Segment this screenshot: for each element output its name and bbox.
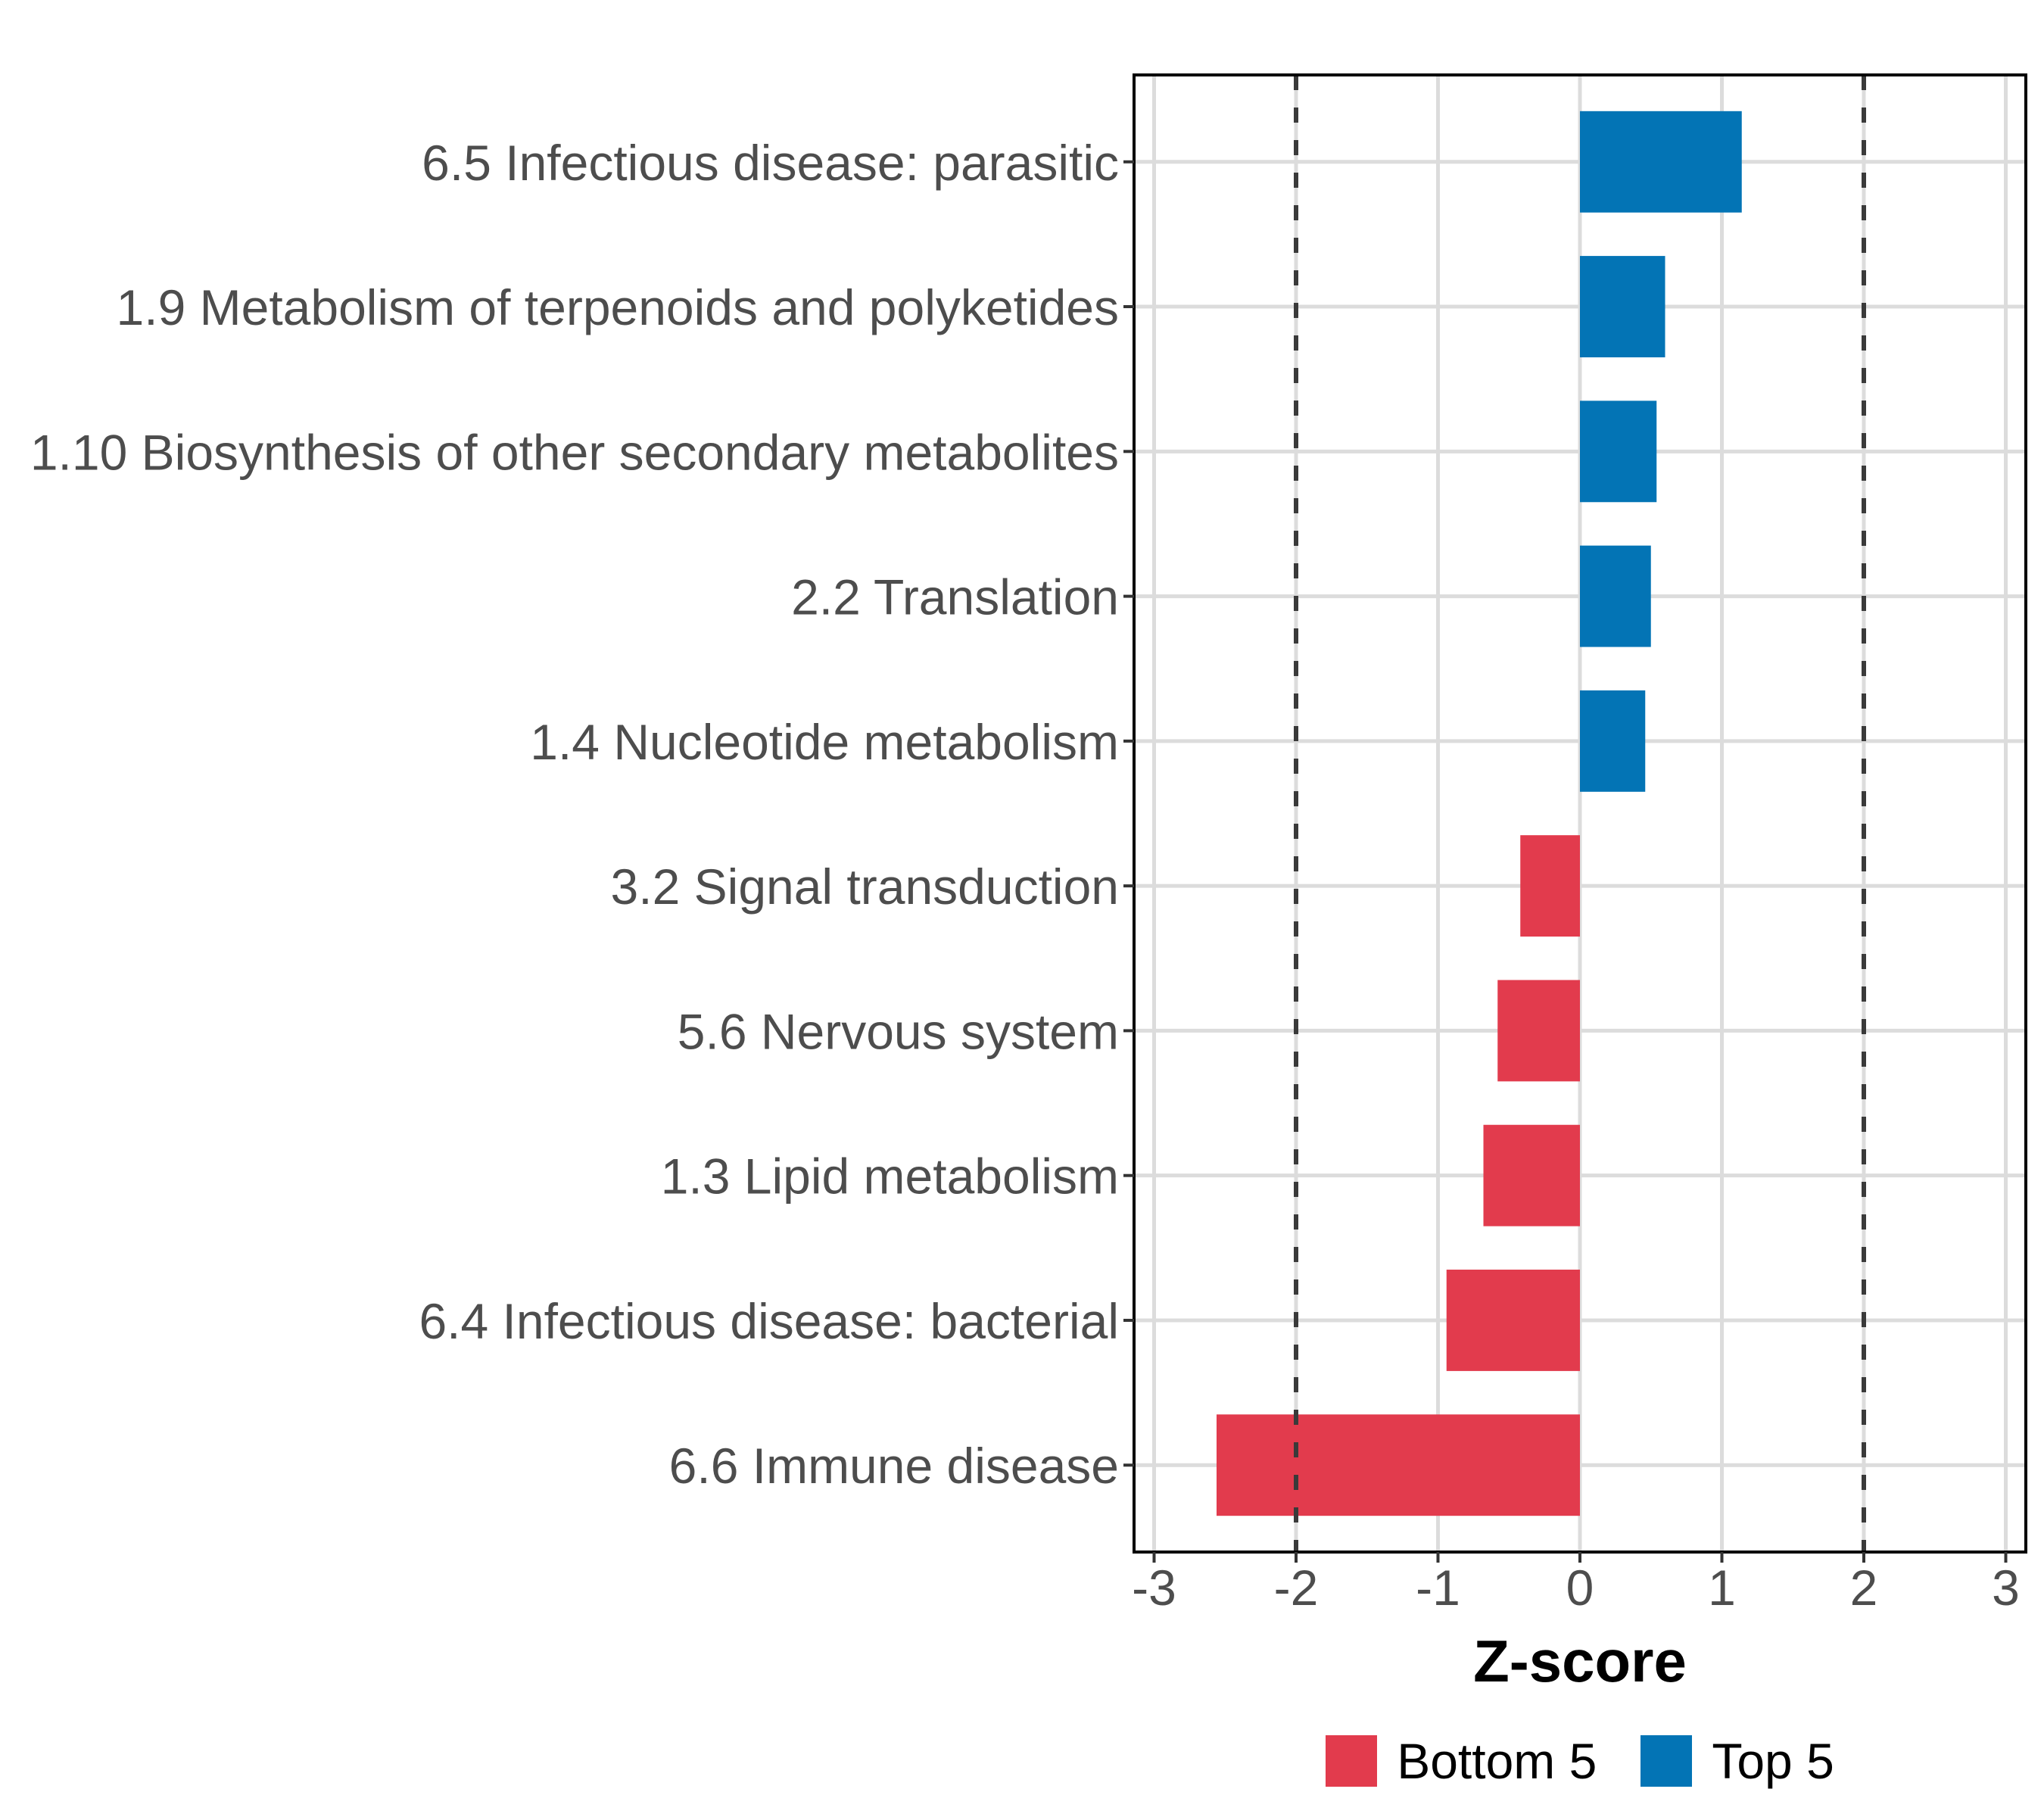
category-label: 1.3 Lipid metabolism [661, 1148, 1119, 1205]
x-tick-label: -2 [1274, 1560, 1319, 1616]
category-label: 3.2 Signal transduction [611, 859, 1119, 915]
bar [1520, 835, 1580, 937]
legend-label-top5: Top 5 [1712, 1733, 1834, 1789]
category-label: 1.10 Biosynthesis of other secondary met… [30, 424, 1119, 480]
bar [1217, 1414, 1580, 1516]
legend-item-bottom5: Bottom 5 [1326, 1732, 1597, 1790]
bar [1580, 111, 1742, 213]
x-axis-title: Z-score [1473, 1628, 1687, 1694]
bar [1483, 1124, 1580, 1226]
legend-item-top5: Top 5 [1640, 1732, 1834, 1790]
legend-swatch-top5 [1640, 1735, 1693, 1787]
legend-swatch-bottom5 [1326, 1735, 1378, 1787]
category-label: 1.4 Nucleotide metabolism [530, 714, 1119, 770]
x-tick-label: 2 [1850, 1560, 1878, 1616]
x-tick-label: 3 [1992, 1560, 2020, 1616]
category-label: 2.2 Translation [791, 569, 1119, 625]
bar [1580, 400, 1657, 503]
category-label: 5.6 Nervous system [678, 1003, 1119, 1059]
x-tick-label: 0 [1566, 1560, 1594, 1616]
bar [1497, 980, 1580, 1082]
x-tick-label: 1 [1708, 1560, 1736, 1616]
x-tick-label: -1 [1416, 1560, 1460, 1616]
x-tick-label: -3 [1132, 1560, 1176, 1616]
bar [1446, 1270, 1580, 1371]
bar [1580, 545, 1651, 647]
legend: Bottom 5 Top 5 [1134, 1728, 2026, 1794]
bar [1580, 690, 1646, 792]
category-label: 6.6 Immune disease [669, 1438, 1119, 1494]
category-label: 6.5 Infectious disease: parasitic [422, 135, 1119, 191]
legend-label-bottom5: Bottom 5 [1397, 1733, 1597, 1789]
bar [1580, 256, 1665, 357]
category-label: 6.4 Infectious disease: bacterial [419, 1293, 1119, 1349]
category-label: 1.9 Metabolism of terpenoids and polyket… [117, 279, 1119, 335]
